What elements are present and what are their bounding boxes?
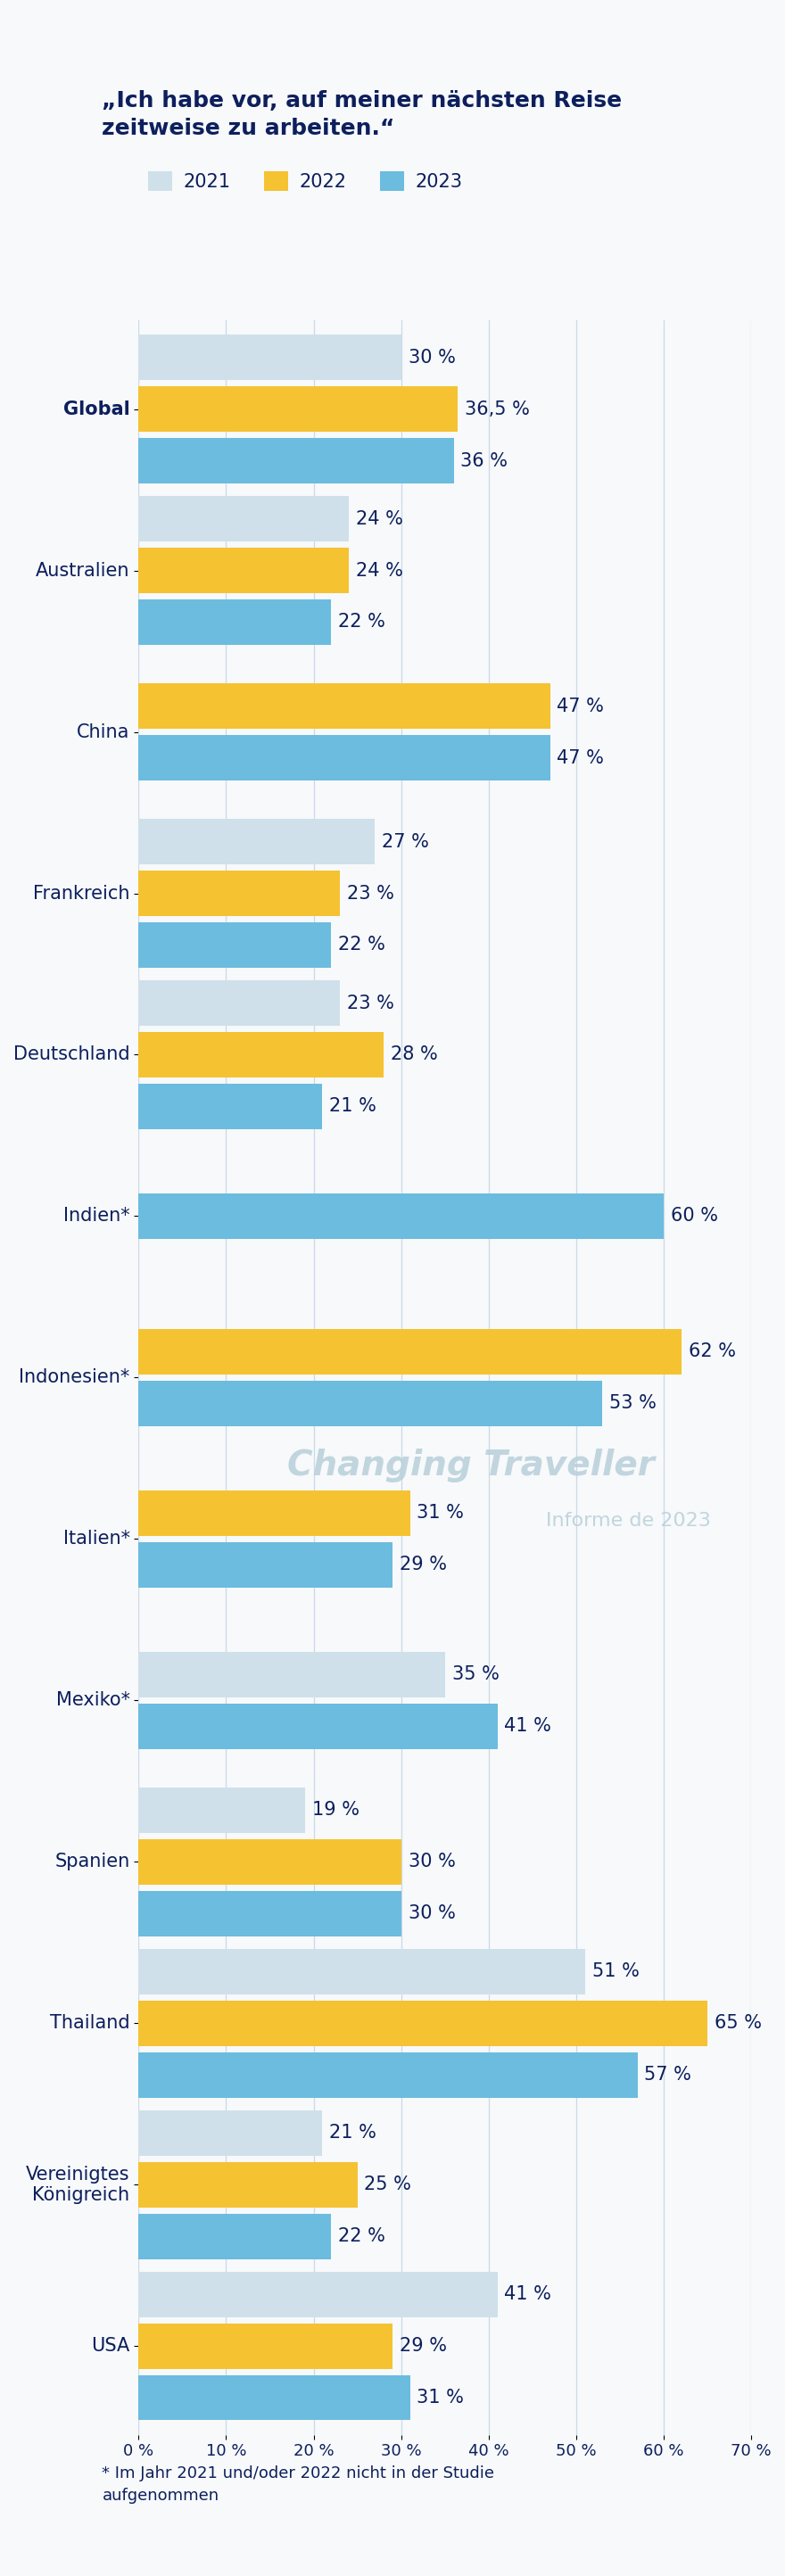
Bar (139, 600, 331, 644)
Text: 36 %: 36 % (461, 451, 508, 469)
Bar (139, 2272, 498, 2316)
Bar (139, 1891, 401, 1937)
Text: 47 %: 47 % (557, 750, 604, 768)
Text: 22 %: 22 % (338, 935, 385, 953)
Bar (139, 386, 458, 433)
Text: 24 %: 24 % (356, 562, 403, 580)
Bar (139, 981, 340, 1025)
Text: * Im Jahr 2021 und/oder 2022 nicht in der Studie
aufgenommen: * Im Jahr 2021 und/oder 2022 nicht in de… (102, 2465, 495, 2504)
Text: 51 %: 51 % (592, 1963, 639, 1981)
Text: 23 %: 23 % (347, 884, 394, 902)
Text: 28 %: 28 % (391, 1046, 438, 1064)
Text: 23 %: 23 % (347, 994, 394, 1012)
Text: 62 %: 62 % (688, 1342, 736, 1360)
Bar (139, 1193, 664, 1239)
Text: 60 %: 60 % (670, 1208, 718, 1226)
Text: 65 %: 65 % (714, 2014, 761, 2032)
Text: Changing Traveller: Changing Traveller (287, 1448, 655, 1484)
Bar (139, 2002, 707, 2045)
Text: 22 %: 22 % (338, 613, 385, 631)
Text: 30 %: 30 % (408, 1852, 455, 1870)
Bar (139, 335, 401, 381)
Bar (139, 497, 349, 541)
Text: 29 %: 29 % (400, 2336, 447, 2354)
Text: 30 %: 30 % (408, 1904, 455, 1922)
Text: 25 %: 25 % (364, 2177, 411, 2195)
Bar (139, 1033, 384, 1077)
Bar (139, 1788, 305, 1832)
Text: 22 %: 22 % (338, 2228, 385, 2246)
Bar (139, 2324, 392, 2370)
Bar (139, 2110, 323, 2156)
Text: 41 %: 41 % (505, 2285, 552, 2303)
Bar (139, 734, 550, 781)
Bar (139, 2213, 331, 2259)
Bar (139, 1492, 410, 1535)
Bar (139, 922, 331, 969)
Bar (139, 1381, 602, 1427)
Bar (139, 2375, 410, 2421)
Bar (139, 819, 375, 866)
Bar (139, 683, 550, 729)
Text: 19 %: 19 % (312, 1801, 360, 1819)
Bar (139, 1084, 323, 1128)
Bar (139, 1329, 681, 1376)
Bar (139, 871, 340, 917)
Bar (139, 438, 454, 484)
Text: 21 %: 21 % (330, 2125, 377, 2141)
Text: 24 %: 24 % (356, 510, 403, 528)
Text: 36,5 %: 36,5 % (465, 399, 530, 417)
Bar (139, 1543, 392, 1587)
Bar (139, 2053, 637, 2097)
Text: 53 %: 53 % (609, 1394, 656, 1412)
Text: Informe de 2023: Informe de 2023 (546, 1512, 711, 1530)
Legend: 2021, 2022, 2023: 2021, 2022, 2023 (148, 170, 462, 191)
Text: 35 %: 35 % (452, 1667, 499, 1685)
Text: 31 %: 31 % (417, 2388, 464, 2406)
Text: 27 %: 27 % (382, 832, 429, 850)
Bar (139, 2161, 357, 2208)
Bar (139, 1950, 585, 1994)
Bar (139, 1839, 401, 1886)
Bar (139, 1651, 445, 1698)
Bar (139, 549, 349, 592)
Text: 21 %: 21 % (330, 1097, 377, 1115)
Text: 41 %: 41 % (505, 1718, 552, 1736)
Bar (139, 1703, 498, 1749)
Text: 29 %: 29 % (400, 1556, 447, 1574)
Text: 47 %: 47 % (557, 698, 604, 716)
Text: 30 %: 30 % (408, 348, 455, 366)
Text: „Ich habe vor, auf meiner nächsten Reise
zeitweise zu arbeiten.“: „Ich habe vor, auf meiner nächsten Reise… (102, 90, 623, 139)
Text: 31 %: 31 % (417, 1504, 464, 1522)
Text: 57 %: 57 % (644, 2066, 692, 2084)
